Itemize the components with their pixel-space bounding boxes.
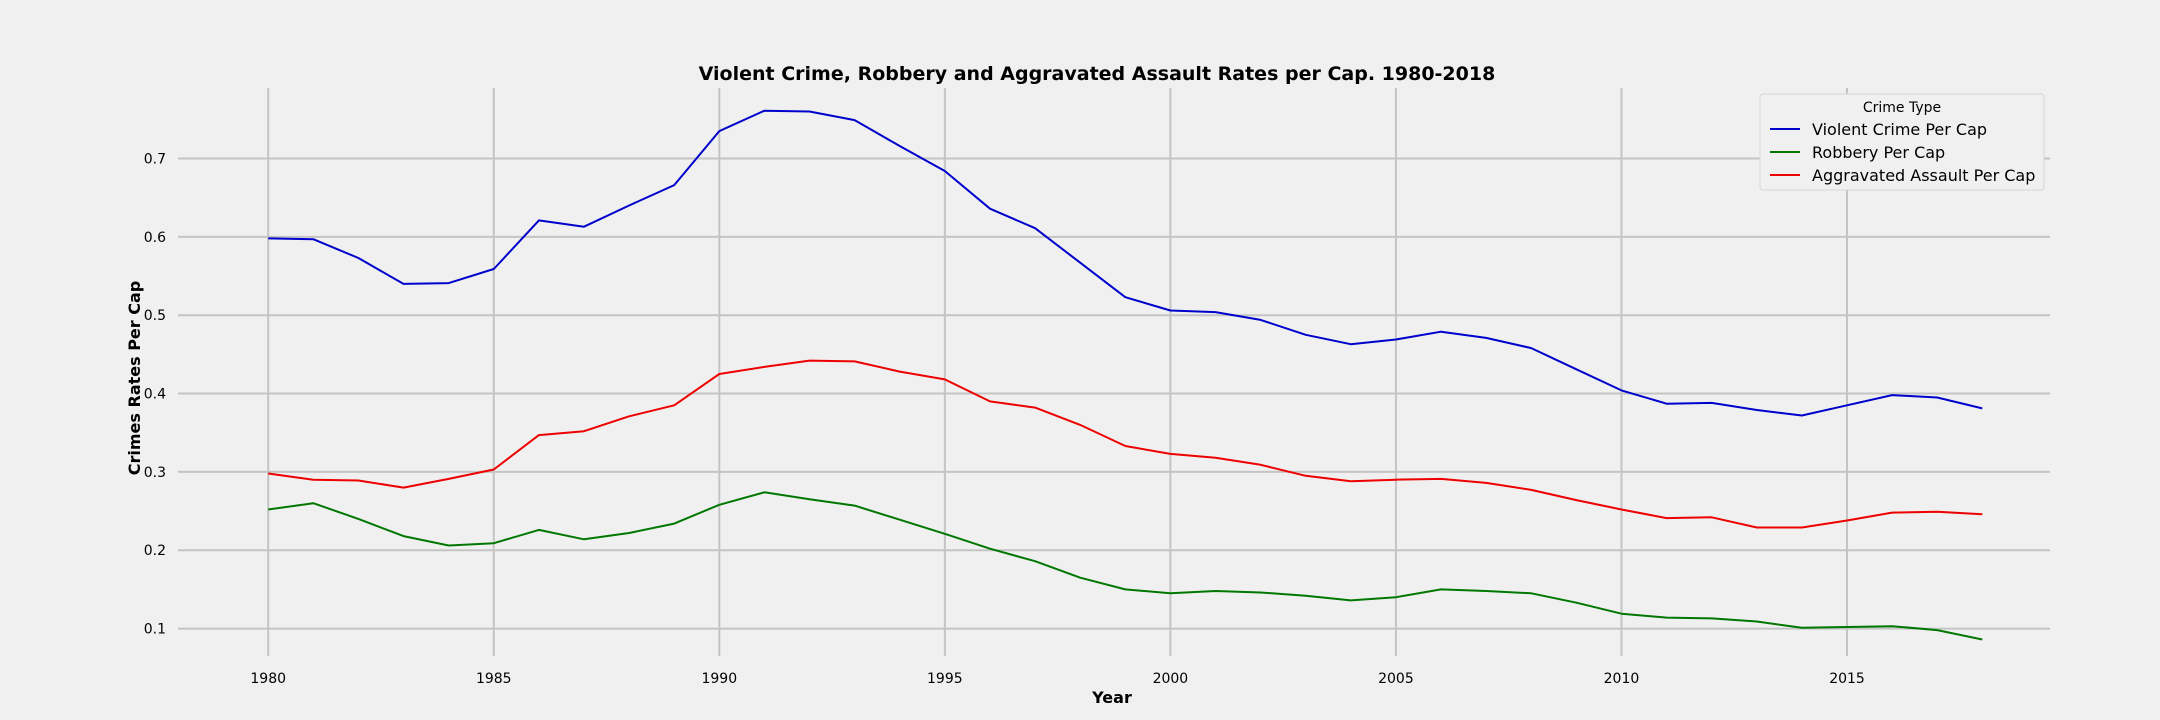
chart-title: Violent Crime, Robbery and Aggravated As… bbox=[699, 63, 1496, 85]
grid bbox=[178, 88, 2050, 656]
y-tick-label: 0.3 bbox=[144, 465, 166, 481]
y-tick-label: 0.2 bbox=[144, 543, 166, 559]
x-tick-label: 1995 bbox=[927, 671, 963, 687]
y-tick-label: 0.7 bbox=[144, 152, 166, 168]
legend-item-label: Aggravated Assault Per Cap bbox=[1812, 166, 2035, 185]
x-tick-label: 1990 bbox=[701, 671, 737, 687]
x-tick-label: 2010 bbox=[1604, 671, 1640, 687]
legend: Crime Type Violent Crime Per Cap Robbery … bbox=[1759, 93, 2045, 191]
x-axis-label: Year bbox=[1091, 688, 1132, 707]
y-tick-label: 0.1 bbox=[144, 622, 166, 638]
y-tick-label: 0.6 bbox=[144, 230, 166, 246]
legend-item-label: Robbery Per Cap bbox=[1812, 143, 1945, 162]
legend-box bbox=[1759, 93, 2045, 191]
y-axis-label: Crimes Rates Per Cap bbox=[125, 281, 144, 475]
x-tick-label: 1985 bbox=[476, 671, 512, 687]
series-line-3 bbox=[268, 359, 1983, 529]
legend-title: Crime Type bbox=[1863, 100, 1941, 116]
legend-items: Violent Crime Per Cap Robbery Per Cap Aggr… bbox=[1770, 120, 2035, 185]
y-tick-label: 0.5 bbox=[144, 308, 166, 324]
x-tick-label: 2005 bbox=[1378, 671, 1414, 687]
x-tick-label: 2015 bbox=[1829, 671, 1865, 687]
legend-item-label: Violent Crime Per Cap bbox=[1812, 120, 1987, 139]
series-lines bbox=[268, 109, 1983, 641]
series-line-2 bbox=[268, 491, 1983, 641]
series-line-1 bbox=[268, 109, 1983, 417]
y-axis-ticks: 0.1 0.2 0.3 0.4 0.5 0.6 0.7 bbox=[144, 152, 166, 638]
x-axis-ticks: 1980 1985 1990 1995 2000 2005 2010 2015 bbox=[250, 671, 1864, 687]
x-tick-label: 2000 bbox=[1153, 671, 1189, 687]
x-tick-label: 1980 bbox=[250, 671, 286, 687]
y-tick-label: 0.4 bbox=[144, 387, 166, 403]
